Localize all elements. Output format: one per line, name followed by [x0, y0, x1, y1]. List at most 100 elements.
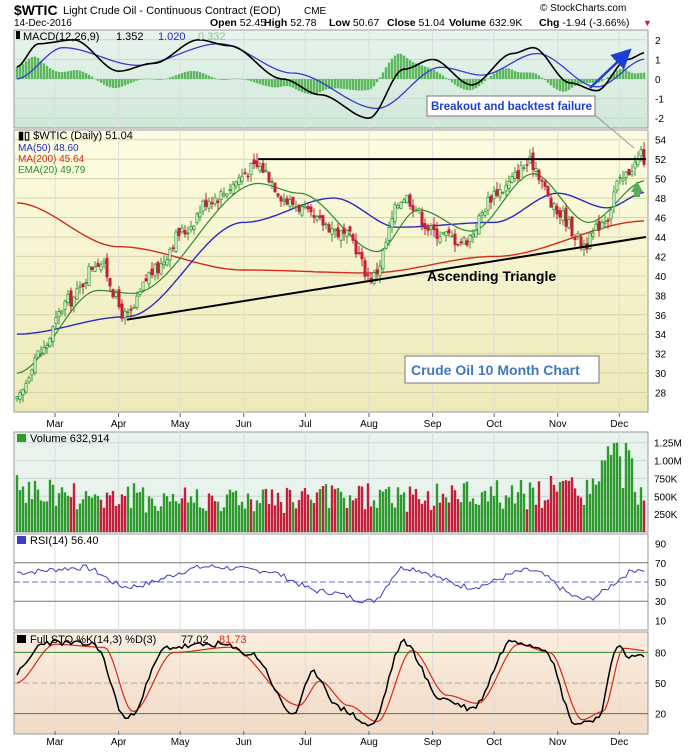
- macd-histogram-bar: [432, 69, 436, 79]
- volume-bar: [549, 475, 553, 532]
- candle-body: [447, 229, 451, 234]
- volume-bar: [405, 511, 409, 532]
- volume-bar: [144, 512, 148, 532]
- volume-bar: [165, 496, 169, 532]
- x-axis-month-label: Mar: [46, 737, 64, 748]
- macd-histogram-bar: [261, 79, 265, 86]
- macd-histogram-bar: [420, 65, 424, 79]
- candle-body: [90, 266, 94, 270]
- macd-histogram-bar: [156, 79, 160, 80]
- volume-bar: [45, 501, 49, 532]
- candle-body: [93, 266, 97, 272]
- volume-bar: [183, 487, 187, 532]
- macd-histogram-bar: [504, 68, 508, 79]
- candle-body: [561, 210, 565, 221]
- volume-bar: [423, 500, 427, 532]
- candle-body: [321, 215, 325, 226]
- candle-body: [390, 218, 394, 228]
- sto-k-line: [16, 638, 645, 727]
- candle-body: [78, 285, 82, 288]
- macd-histogram-bar: [351, 79, 355, 91]
- candle-body: [576, 233, 580, 237]
- macd-histogram-bar: [183, 72, 187, 79]
- candle-body: [288, 199, 292, 207]
- candle-body: [255, 160, 259, 168]
- volume-y-axis: 1.25M 1.00M 750K 500K 250K: [654, 439, 682, 521]
- candle-body: [318, 215, 322, 218]
- x-axis-month-label: Jun: [236, 737, 252, 748]
- macd-histogram-bar: [552, 79, 556, 88]
- candle-body: [261, 162, 265, 173]
- volume-bar: [396, 487, 400, 532]
- volume-bar: [603, 460, 607, 532]
- candle-body: [420, 211, 424, 226]
- ohlc-low: Low 50.67: [329, 17, 379, 29]
- volume-bar: [357, 485, 361, 532]
- candle-body: [225, 193, 229, 197]
- legend-ma50: MA(50) 48.60: [18, 143, 79, 154]
- candle-body: [198, 211, 202, 218]
- candle-body: [564, 207, 568, 227]
- macd-tick-label: -1: [655, 95, 664, 106]
- candle-body: [147, 272, 151, 285]
- macd-histogram-bar: [492, 73, 496, 79]
- volume-bar: [330, 485, 334, 532]
- macd-y-axis: 2 1 0 -1 -2: [655, 36, 664, 125]
- volume-bar: [252, 511, 256, 532]
- volume-bar: [60, 487, 64, 532]
- volume-bar: [414, 488, 418, 532]
- macd-histogram-bar: [18, 65, 22, 79]
- macd-histogram-bar: [222, 79, 226, 81]
- macd-histogram-bar: [42, 63, 46, 79]
- macd-histogram-bar: [429, 68, 433, 79]
- macd-histogram-bar: [252, 79, 256, 83]
- macd-histogram-bar: [105, 79, 109, 87]
- macd-histogram-bar: [129, 79, 133, 83]
- candle-body: [258, 165, 262, 171]
- macd-histogram-bar: [456, 79, 460, 87]
- volume-bar: [453, 490, 457, 532]
- macd-histogram-bar: [309, 79, 313, 95]
- x-axis-month-label: Aug: [360, 737, 378, 748]
- legend-ema20: EMA(20) 49.79: [18, 165, 86, 176]
- volume-bar: [609, 454, 613, 532]
- candle-body: [294, 205, 298, 208]
- candle-body: [168, 248, 172, 261]
- macd-histogram-bar: [387, 62, 391, 79]
- macd-histogram-bar: [57, 71, 61, 79]
- volume-bar: [576, 495, 580, 532]
- macd-histogram-bar: [534, 73, 538, 79]
- volume-tick-label: 250K: [654, 510, 678, 521]
- candle-body: [570, 216, 574, 237]
- candle-body: [486, 196, 490, 211]
- price-legend: ▮▯ $WTIC (Daily) 51.04 MA(50) 48.60 MA(2…: [18, 130, 133, 176]
- macd-histogram-bar: [414, 63, 418, 79]
- volume-bar: [366, 483, 370, 532]
- macd-histogram-bar: [84, 73, 88, 79]
- candle-body: [315, 216, 319, 221]
- volume-bar: [372, 500, 376, 532]
- macd-tick-label: -2: [655, 114, 664, 125]
- candle-body: [639, 149, 643, 157]
- breakout-callout: Breakout and backtest failure: [426, 95, 635, 149]
- candle-body: [609, 209, 613, 220]
- macd-hist-value: 0.332: [198, 31, 226, 43]
- candle-body: [138, 291, 142, 295]
- volume-bar: [282, 512, 286, 532]
- macd-histogram-bar: [363, 79, 367, 91]
- candle-body: [114, 292, 118, 297]
- macd-histogram-bar: [630, 72, 634, 79]
- volume-bar: [615, 442, 619, 532]
- macd-histogram-bar: [201, 73, 205, 79]
- candle-body: [453, 233, 457, 246]
- macd-histogram-bar: [282, 79, 286, 87]
- candle-body: [465, 240, 469, 246]
- macd-histogram-bar: [108, 79, 112, 88]
- volume-bar: [510, 485, 514, 532]
- macd-histogram-bar: [39, 60, 43, 79]
- candle-body: [312, 214, 316, 218]
- candle-body: [495, 189, 499, 196]
- macd-signal-value: 1.020: [158, 31, 186, 43]
- title-box-frame: [404, 355, 600, 384]
